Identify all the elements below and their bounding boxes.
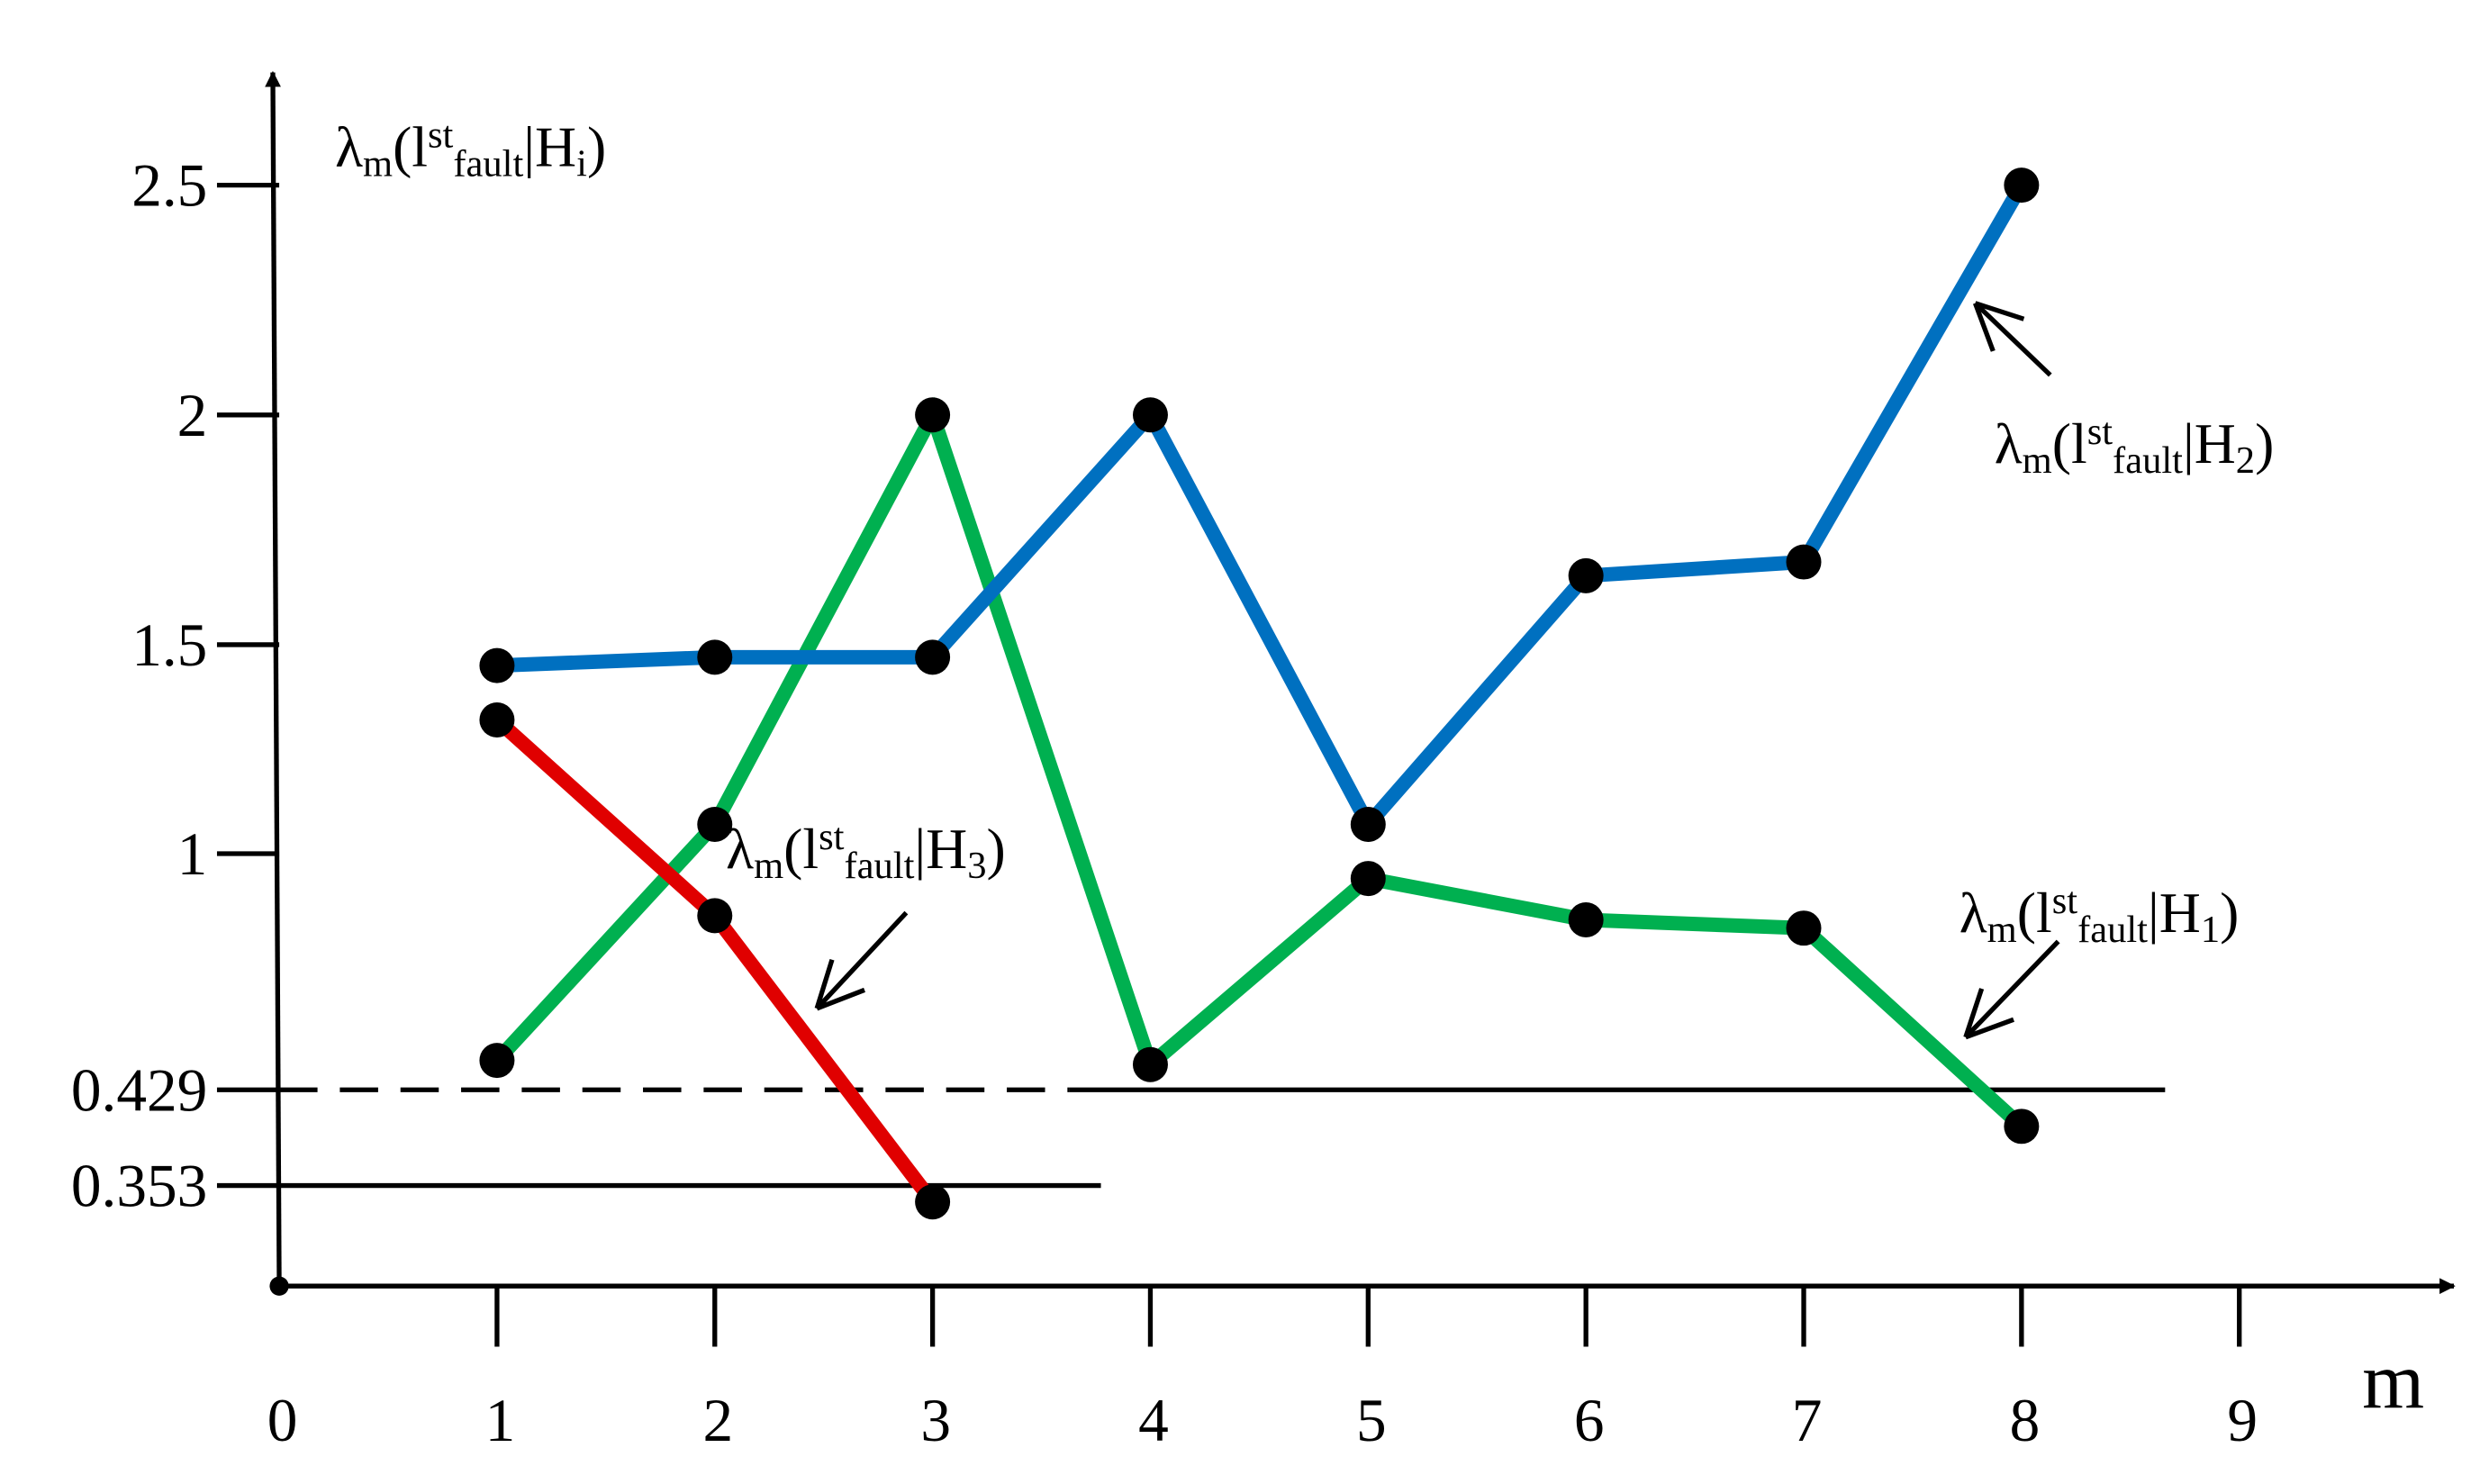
data-point [1350, 807, 1386, 843]
x-tick-label: 9 [2227, 1387, 2258, 1454]
y-tick-label: 1.5 [131, 611, 207, 679]
data-point [915, 397, 951, 433]
x-tick-label: 3 [920, 1387, 951, 1454]
origin-dot [269, 1276, 289, 1296]
label-part: |H [914, 817, 967, 881]
label-part: st [2087, 411, 2113, 453]
arrow-head [1963, 988, 1985, 1038]
data-point [697, 639, 733, 675]
y-axis [265, 70, 282, 1287]
label-part: (l [783, 817, 819, 881]
x-tick-label: 6 [1574, 1387, 1605, 1454]
label-part: (l [2017, 881, 2052, 945]
data-point [479, 701, 515, 737]
label-part: fault [844, 845, 914, 887]
label-part: |H [2148, 881, 2201, 945]
series-line [492, 396, 2027, 1132]
arrow-head [816, 987, 865, 1011]
y-tick-label: 0.353 [71, 1153, 207, 1220]
label-part: i [576, 142, 587, 185]
arrow-head [1964, 1017, 2014, 1040]
y-axis-title: λm(lstfault|Hi) [335, 113, 606, 185]
label-part: 3 [967, 845, 986, 887]
arrow-head [1974, 301, 2025, 321]
label-part: λ [335, 114, 363, 178]
y-tick-label: 1 [177, 820, 208, 888]
label-part: m [1987, 908, 2017, 950]
data-point [1132, 397, 1168, 433]
data-point [1568, 557, 1604, 593]
label-part: 2 [2236, 439, 2255, 482]
x-tick-label: 1 [485, 1387, 516, 1454]
series-line [496, 181, 2028, 837]
label-part: |H [2183, 412, 2236, 475]
label-part: λ [1960, 881, 1987, 945]
label-part: ) [2220, 881, 2239, 945]
data-point [697, 898, 733, 934]
x-axis-title: m [2362, 1337, 2424, 1425]
data-point [479, 1043, 515, 1079]
label-part: fault [2113, 439, 2183, 482]
label-part: m [363, 142, 393, 185]
label-part: (l [2052, 412, 2087, 475]
y-tick-label: 2 [177, 382, 208, 449]
data-point [1350, 861, 1386, 897]
label-part: |H [523, 114, 576, 178]
arrow-head [814, 958, 835, 1009]
data-point [1786, 544, 1822, 580]
plot: 0 1 2 3 4 5 6 7 8 9 m0.3530.42911.522.5λm(lstfault… [71, 70, 2456, 1454]
label-part: λ [726, 817, 754, 881]
label-part: ) [587, 114, 606, 178]
label-part: m [2023, 439, 2052, 482]
series-label: λm(lstfault|H1) [1960, 880, 2240, 951]
label-part: st [428, 113, 454, 156]
x-tick-label: 7 [1792, 1387, 1823, 1454]
label-part: m [754, 845, 783, 887]
data-point [915, 639, 951, 675]
data-point [479, 647, 515, 683]
label-part: fault [453, 142, 523, 185]
annotation-arrow [815, 910, 909, 1010]
data-point [2004, 167, 2040, 204]
annotation-arrow [1973, 301, 2052, 377]
label-part: 1 [2201, 908, 2220, 950]
label-part: λ [1995, 412, 2023, 475]
y-tick-label: 0.429 [71, 1056, 207, 1124]
x-tick-label: 2 [702, 1387, 733, 1454]
y-tick-label: 2.5 [131, 152, 207, 220]
series-label: λm(lstfault|H3) [726, 816, 1006, 887]
data-point [697, 807, 733, 843]
x-tick-label: 8 [2010, 1387, 2041, 1454]
data-point [1132, 1046, 1168, 1082]
data-point [1568, 902, 1604, 937]
series-label: λm(lstfault|H2) [1995, 411, 2275, 482]
label-part: ) [2255, 412, 2274, 475]
data-point [915, 1184, 951, 1220]
x-tick-label: 5 [1356, 1387, 1387, 1454]
label-part: ) [986, 817, 1005, 881]
data-point [1786, 910, 1822, 946]
series-line [492, 714, 938, 1207]
label-part: st [819, 816, 845, 858]
arrow-head [1972, 302, 1996, 352]
x-tick-label: 4 [1138, 1387, 1169, 1454]
label-part: (l [393, 114, 428, 178]
data-point [2004, 1108, 2040, 1145]
label-part: st [2052, 880, 2078, 922]
x-tick-label: 0 [267, 1387, 298, 1454]
label-part: fault [2077, 908, 2148, 950]
annotation-arrow [1963, 939, 2060, 1039]
